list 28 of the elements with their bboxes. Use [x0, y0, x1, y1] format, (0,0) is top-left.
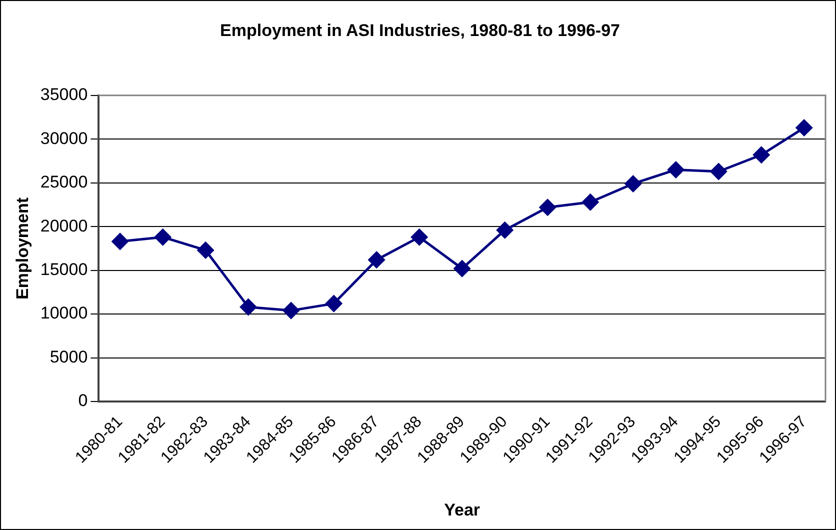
point [240, 298, 257, 316]
point [539, 199, 556, 216]
chart-title: Employment in ASI Industries, 1980-81 to 1996-97 [220, 20, 620, 40]
point [154, 228, 172, 246]
y-tick-label: 10000 [40, 304, 88, 323]
point [197, 242, 214, 258]
point [282, 302, 300, 319]
y-tick-label: 30000 [40, 128, 88, 148]
point [496, 222, 514, 238]
point [454, 260, 470, 277]
point [668, 161, 684, 178]
point [582, 194, 599, 210]
y-tick-label: 5000 [50, 347, 88, 366]
y-tick-label: 20000 [40, 216, 88, 236]
point [112, 233, 128, 250]
point [753, 146, 770, 164]
point [710, 163, 727, 180]
point [368, 252, 385, 268]
y-tick-label: 0 [78, 391, 88, 410]
y-tick-label: 35000 [40, 85, 88, 104]
y-tick-label: 25000 [40, 172, 88, 192]
point [624, 175, 642, 192]
point [796, 120, 812, 136]
y-tick-label: 15000 [40, 260, 88, 280]
y-axis-title: Employment [12, 197, 32, 300]
x-axis-title: Year [444, 500, 480, 520]
point [326, 295, 342, 312]
point [411, 228, 428, 246]
